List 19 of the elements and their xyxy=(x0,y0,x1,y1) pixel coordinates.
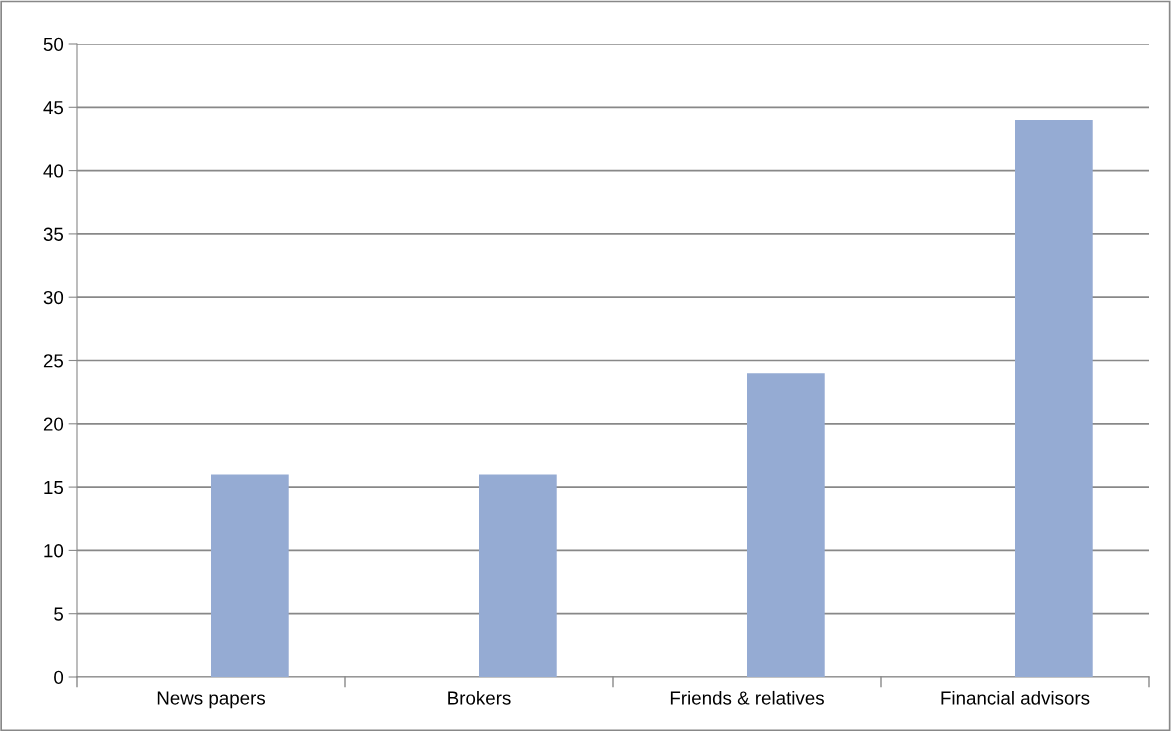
y-tick-label: 0 xyxy=(54,670,64,684)
y-tick-label: 20 xyxy=(43,417,64,431)
y-tick-label: 10 xyxy=(44,544,64,558)
y-tick-label: 45 xyxy=(43,101,64,115)
bar xyxy=(747,373,825,677)
y-tick-label: 40 xyxy=(43,164,64,178)
y-tick-label: 5 xyxy=(54,607,64,621)
y-tick-label: 15 xyxy=(44,480,64,495)
y-tick-label: 50 xyxy=(43,37,64,51)
x-tick-label: Financial advisors xyxy=(941,690,1090,705)
x-tick-label: Brokers xyxy=(448,690,511,705)
y-tick-label: 30 xyxy=(43,290,64,305)
x-tick-label: News papers xyxy=(157,691,266,709)
bar xyxy=(211,474,289,677)
x-tick-label: Friends & relatives xyxy=(670,690,824,705)
y-tick-label: 35 xyxy=(43,227,64,241)
bar xyxy=(1015,119,1093,677)
y-tick-label: 25 xyxy=(43,354,64,368)
bar xyxy=(479,474,557,677)
